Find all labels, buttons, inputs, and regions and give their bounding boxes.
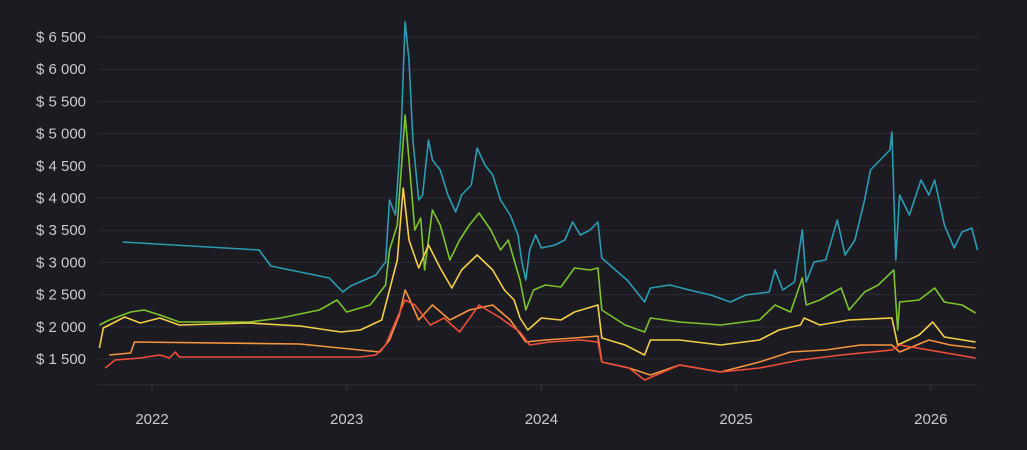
y-axis: $ 1 500 $ 2 000 $ 2 500 $ 3 000 $ 3 500 $ 4 0… [36,29,86,368]
x-tick-label: 2022 [135,411,168,428]
y-tick-label: $ 4 500 [36,158,86,175]
series-red [104,299,976,381]
series-teal [122,21,979,303]
y-tick-label: $ 1 500 [36,351,86,368]
x-axis: 2022 2023 2024 2025 2026 [135,384,947,428]
x-tick-label: 2024 [525,411,558,428]
series-yellow [98,187,976,356]
y-tick-label: $ 3 000 [36,254,86,271]
y-tick-label: $ 5 500 [36,93,86,110]
y-tick-label: $ 4 000 [36,190,86,207]
y-tick-label: $ 2 000 [36,319,86,336]
series-green [99,114,977,333]
series-lines [98,21,979,381]
series-orange [109,289,976,376]
y-tick-label: $ 5 000 [36,126,86,143]
y-tick-label: $ 3 500 [36,222,86,239]
x-tick-label: 2026 [914,411,947,428]
gridlines [98,36,978,386]
x-tick-label: 2025 [719,411,752,428]
y-tick-label: $ 6 000 [36,61,86,78]
y-tick-label: $ 6 500 [36,29,86,46]
x-tick-label: 2023 [330,411,363,428]
y-tick-label: $ 2 500 [36,287,86,304]
